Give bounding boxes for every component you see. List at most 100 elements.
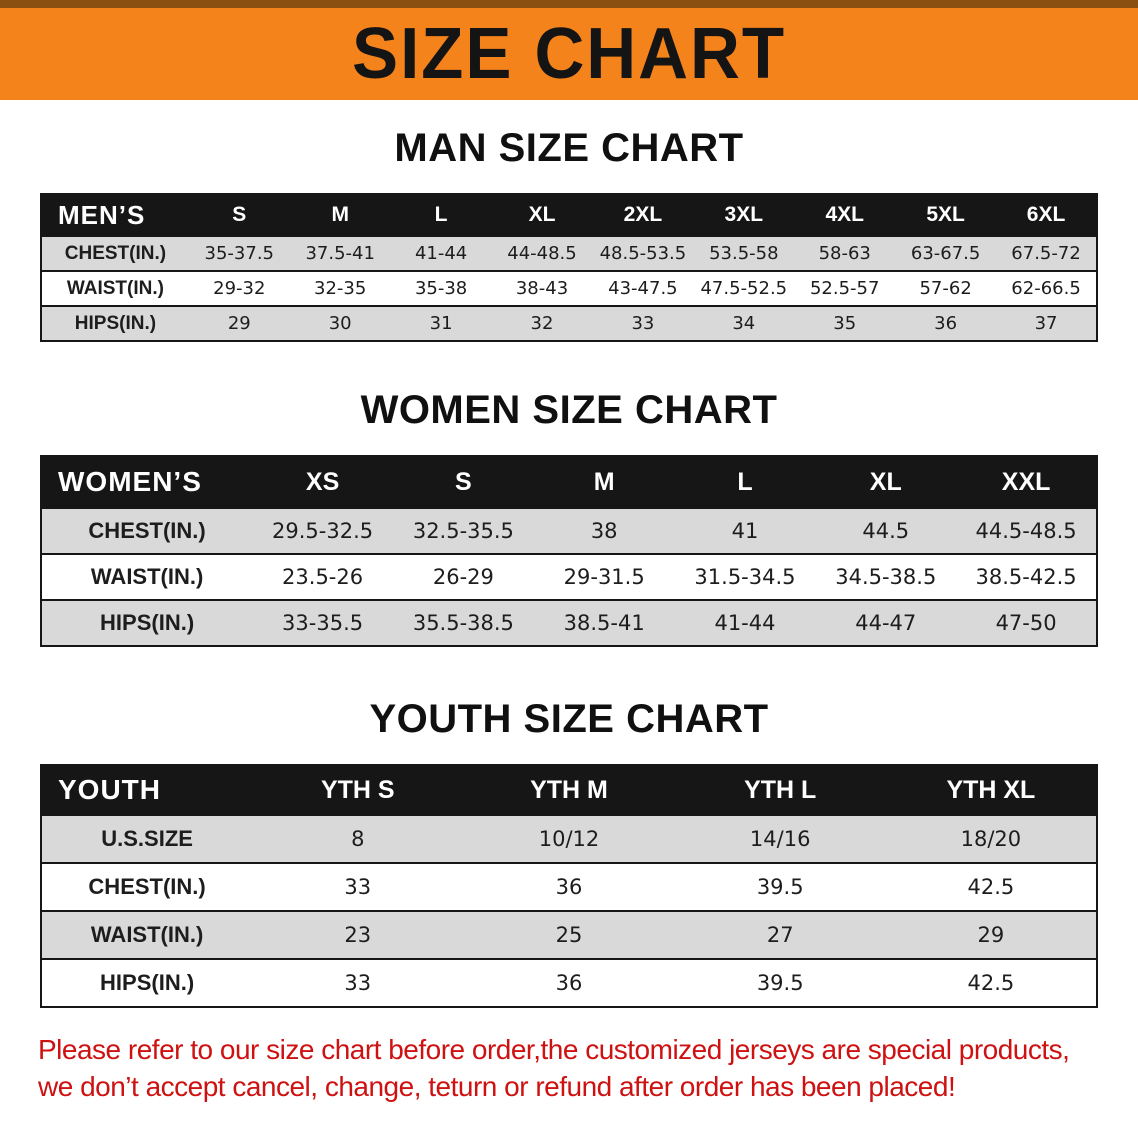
table-cell: 33 [252, 958, 464, 1007]
table-cell: 37 [996, 305, 1097, 341]
table-cell: 30 [289, 305, 391, 341]
women-size-section: WOMEN SIZE CHART WOMEN’S XS S M L XL XXL CHEST(… [0, 388, 1138, 647]
row-label: WAIST(IN.) [41, 553, 253, 600]
youth-size-table: YOUTH YTH S YTH M YTH L YTH XL U.S.SIZE 8 10/12… [40, 764, 1098, 1008]
table-title-cell: WOMEN’S [41, 456, 253, 508]
table-cell: 39.5 [674, 958, 886, 1007]
table-row: CHEST(IN.) 29.5-32.5 32.5-35.5 38 41 44.5 44.5… [41, 507, 1097, 554]
column-header: 4XL [794, 194, 896, 236]
row-label: HIPS(IN.) [41, 599, 253, 646]
column-header: XL [815, 456, 957, 508]
table-row: HIPS(IN.) 33 36 39.5 42.5 [41, 958, 1097, 1007]
table-cell: 44.5-48.5 [956, 507, 1097, 554]
table-cell: 36 [895, 305, 997, 341]
table-row: WAIST(IN.) 23 25 27 29 [41, 910, 1097, 959]
table-cell: 32.5-35.5 [392, 507, 534, 554]
notice-line-2: we don’t accept cancel, change, teturn o… [38, 1070, 956, 1102]
column-header: YTH XL [885, 765, 1097, 815]
table-header-row: WOMEN’S XS S M L XL XXL [41, 456, 1097, 508]
notice-line-1: Please refer to our size chart before or… [38, 1034, 1070, 1065]
table-row: CHEST(IN.) 33 36 39.5 42.5 [41, 862, 1097, 911]
page-title: SIZE CHART [352, 14, 786, 94]
column-header: YTH S [252, 765, 464, 815]
column-header: S [392, 456, 534, 508]
table-cell: 52.5-57 [794, 270, 896, 306]
table-cell: 33-35.5 [252, 599, 393, 646]
table-cell: 48.5-53.5 [592, 235, 694, 271]
column-header: XS [252, 456, 393, 508]
youth-size-section: YOUTH SIZE CHART YOUTH YTH S YTH M YTH L YTH… [0, 697, 1138, 1008]
table-title-cell: MEN’S [41, 194, 189, 236]
row-label: WAIST(IN.) [41, 910, 253, 959]
table-cell: 42.5 [885, 862, 1097, 911]
youth-section-heading: YOUTH SIZE CHART [369, 697, 769, 741]
table-cell: 42.5 [885, 958, 1097, 1007]
column-header: M [533, 456, 675, 508]
table-row: CHEST(IN.) 35-37.5 37.5-41 41-44 44-48.5 48.5… [41, 235, 1097, 271]
table-cell: 10/12 [463, 814, 675, 863]
man-size-section: MAN SIZE CHART MEN’S S M L XL 2XL 3XL 4XL 5XL 6XL… [0, 126, 1138, 342]
column-header: YTH L [674, 765, 886, 815]
column-header: 3XL [693, 194, 795, 236]
table-cell: 26-29 [392, 553, 534, 600]
table-cell: 44.5 [815, 507, 957, 554]
table-cell: 36 [463, 958, 675, 1007]
table-cell: 41-44 [390, 235, 492, 271]
table-cell: 58-63 [794, 235, 896, 271]
column-header: L [390, 194, 492, 236]
table-cell: 29 [885, 910, 1097, 959]
table-cell: 23 [252, 910, 464, 959]
row-label: CHEST(IN.) [41, 862, 253, 911]
table-cell: 35 [794, 305, 896, 341]
table-row: HIPS(IN.) 33-35.5 35.5-38.5 38.5-41 41-44 44-… [41, 599, 1097, 646]
table-cell: 43-47.5 [592, 270, 694, 306]
footer-notice: Please refer to our size chart before or… [0, 1008, 1138, 1106]
column-header: XL [491, 194, 593, 236]
man-size-table: MEN’S S M L XL 2XL 3XL 4XL 5XL 6XL CHEST(IN.) 35-37… [40, 193, 1098, 342]
row-label: HIPS(IN.) [41, 958, 253, 1007]
table-cell: 33 [252, 862, 464, 911]
table-cell: 35.5-38.5 [392, 599, 534, 646]
table-cell: 29-31.5 [533, 553, 675, 600]
table-cell: 57-62 [895, 270, 997, 306]
table-cell: 29 [188, 305, 290, 341]
row-label: CHEST(IN.) [41, 507, 253, 554]
table-cell: 38.5-41 [533, 599, 675, 646]
women-section-heading: WOMEN SIZE CHART [360, 388, 778, 432]
table-row: HIPS(IN.) 29 30 31 32 33 34 35 36 37 [41, 305, 1097, 341]
women-size-table: WOMEN’S XS S M L XL XXL CHEST(IN.) 29.5-32.5 32.5… [40, 455, 1098, 647]
column-header: S [188, 194, 290, 236]
table-header-row: YOUTH YTH S YTH M YTH L YTH XL [41, 765, 1097, 815]
row-label: WAIST(IN.) [41, 270, 189, 306]
table-cell: 8 [252, 814, 464, 863]
table-cell: 63-67.5 [895, 235, 997, 271]
table-cell: 32 [491, 305, 593, 341]
table-cell: 35-38 [390, 270, 492, 306]
table-cell: 53.5-58 [693, 235, 795, 271]
table-row: U.S.SIZE 8 10/12 14/16 18/20 [41, 814, 1097, 863]
table-cell: 44-48.5 [491, 235, 593, 271]
column-header: 5XL [895, 194, 997, 236]
banner: SIZE CHART [0, 0, 1138, 100]
table-title-cell: YOUTH [41, 765, 253, 815]
table-row: WAIST(IN.) 23.5-26 26-29 29-31.5 31.5-34.5 34… [41, 553, 1097, 600]
table-cell: 18/20 [885, 814, 1097, 863]
table-cell: 23.5-26 [252, 553, 393, 600]
table-cell: 31 [390, 305, 492, 341]
table-cell: 44-47 [815, 599, 957, 646]
column-header: 6XL [996, 194, 1097, 236]
table-cell: 34.5-38.5 [815, 553, 957, 600]
table-cell: 41-44 [674, 599, 816, 646]
column-header: YTH M [463, 765, 675, 815]
table-row: WAIST(IN.) 29-32 32-35 35-38 38-43 43-47.5 47.… [41, 270, 1097, 306]
table-cell: 39.5 [674, 862, 886, 911]
column-header: L [674, 456, 816, 508]
table-cell: 41 [674, 507, 816, 554]
man-section-heading: MAN SIZE CHART [394, 126, 744, 170]
table-cell: 35-37.5 [188, 235, 290, 271]
table-cell: 29-32 [188, 270, 290, 306]
table-cell: 25 [463, 910, 675, 959]
table-cell: 37.5-41 [289, 235, 391, 271]
table-cell: 27 [674, 910, 886, 959]
